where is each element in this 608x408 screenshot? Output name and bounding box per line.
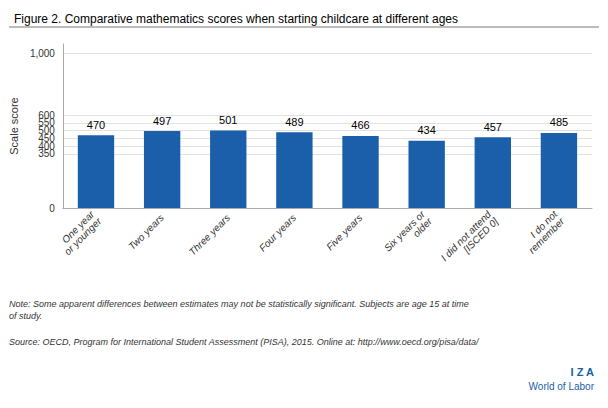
svg-text:I Z A: I Z A (571, 366, 594, 378)
svg-text:of study.: of study. (9, 311, 42, 321)
svg-text:497: 497 (153, 115, 171, 127)
svg-text:1,000: 1,000 (30, 48, 55, 59)
svg-text:Three years: Three years (187, 212, 232, 257)
svg-text:550: 550 (38, 117, 55, 129)
svg-text:350: 350 (38, 148, 55, 160)
svg-text:Scale score: Scale score (8, 97, 20, 154)
svg-text:400: 400 (38, 140, 55, 152)
svg-text:[ISCED 0]: [ISCED 0] (460, 215, 500, 255)
svg-text:Five years: Five years (324, 212, 364, 252)
svg-text:I did not attend: I did not attend (438, 208, 494, 264)
svg-text:485: 485 (550, 116, 568, 128)
svg-text:World of Labor: World of Labor (529, 381, 595, 392)
svg-text:470: 470 (87, 119, 105, 131)
svg-text:remember: remember (526, 215, 566, 255)
svg-text:500: 500 (38, 125, 55, 137)
svg-text:Source: OECD, Program for Inte: Source: OECD, Program for International … (9, 337, 480, 347)
svg-text:501: 501 (219, 114, 237, 126)
svg-text:600: 600 (38, 110, 55, 121)
svg-text:457: 457 (484, 121, 502, 133)
svg-text:489: 489 (285, 116, 303, 128)
svg-text:Figure 2. Comparative mathemat: Figure 2. Comparative mathematics scores… (14, 12, 458, 26)
svg-text:0: 0 (49, 203, 55, 214)
svg-text:One year: One year (59, 208, 97, 246)
svg-text:434: 434 (417, 124, 435, 136)
svg-text:Two years: Two years (126, 212, 166, 252)
svg-text:or younger: or younger (62, 215, 104, 257)
svg-text:Note: Some apparent difference: Note: Some apparent differences between … (9, 299, 469, 309)
svg-text:Four years: Four years (257, 212, 299, 254)
svg-text:450: 450 (38, 132, 55, 144)
svg-text:466: 466 (351, 119, 369, 131)
svg-text:I do not: I do not (528, 208, 560, 240)
svg-text:Six years or: Six years or (382, 208, 427, 254)
svg-text:older: older (411, 215, 435, 239)
